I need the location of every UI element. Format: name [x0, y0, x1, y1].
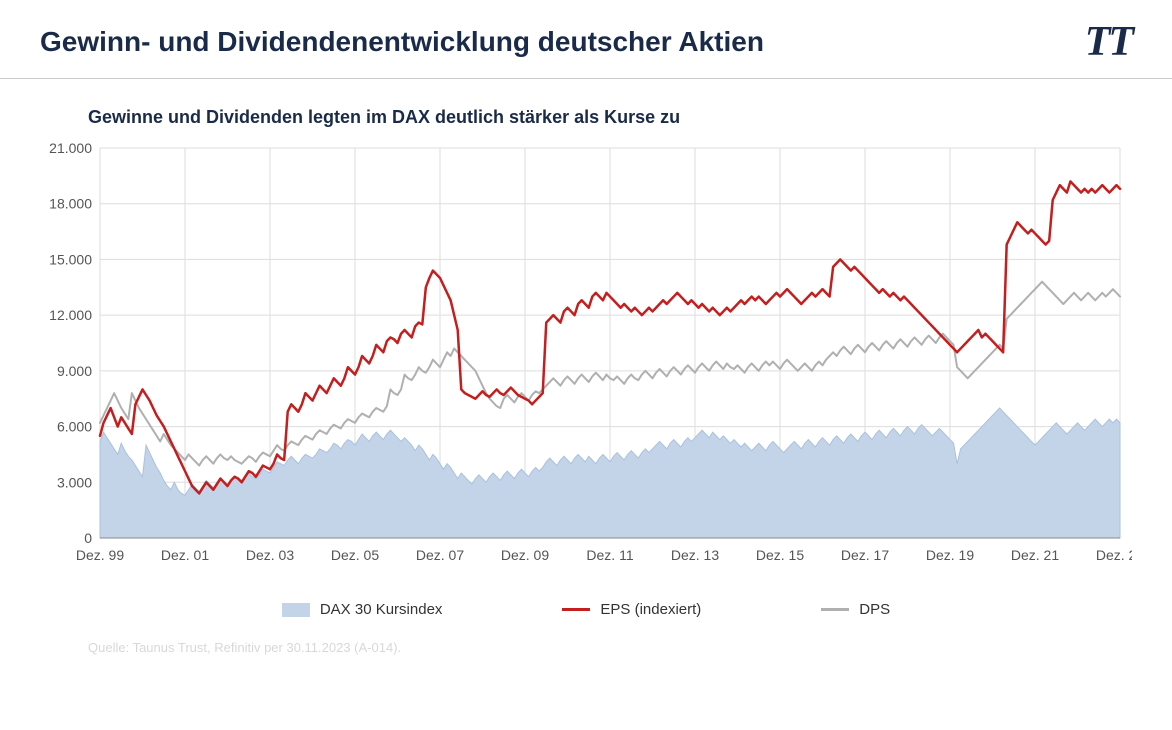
chart-subtitle: Gewinne und Dividenden legten im DAX deu… [0, 79, 1172, 138]
svg-text:Dez. 13: Dez. 13 [671, 547, 719, 563]
svg-text:Dez. 03: Dez. 03 [246, 547, 294, 563]
logo: TT [1085, 18, 1132, 66]
legend-item-dax: DAX 30 Kursindex [282, 601, 443, 618]
legend-item-dps: DPS [821, 601, 890, 618]
svg-text:Dez. 99: Dez. 99 [76, 547, 124, 563]
chart-container: 0 3.000 6.000 9.000 12.000 15.000 18.000 21.000… [40, 138, 1132, 583]
source-text: Quelle: Taunus Trust, Refinitiv per 30.1… [0, 626, 1172, 655]
svg-text:15.000: 15.000 [49, 251, 92, 267]
chart-svg: 0 3.000 6.000 9.000 12.000 15.000 18.000 21.000… [40, 138, 1132, 578]
svg-text:9.000: 9.000 [57, 363, 92, 379]
svg-text:Dez. 23: Dez. 23 [1096, 547, 1132, 563]
svg-text:Dez. 01: Dez. 01 [161, 547, 209, 563]
svg-text:Dez. 19: Dez. 19 [926, 547, 974, 563]
svg-text:Dez. 15: Dez. 15 [756, 547, 804, 563]
swatch-eps [562, 608, 590, 611]
legend-label-eps: EPS (indexiert) [600, 601, 701, 618]
header: Gewinn- und Dividendenentwicklung deutsc… [0, 0, 1172, 79]
svg-text:12.000: 12.000 [49, 307, 92, 323]
svg-text:3.000: 3.000 [57, 474, 92, 490]
svg-text:21.000: 21.000 [49, 140, 92, 156]
svg-text:Dez. 11: Dez. 11 [586, 547, 633, 563]
legend-label-dax: DAX 30 Kursindex [320, 601, 443, 618]
legend: DAX 30 Kursindex EPS (indexiert) DPS [0, 583, 1172, 626]
svg-text:Dez. 05: Dez. 05 [331, 547, 379, 563]
svg-text:0: 0 [84, 530, 92, 546]
page-title: Gewinn- und Dividendenentwicklung deutsc… [40, 26, 764, 58]
swatch-dax [282, 603, 310, 617]
svg-text:18.000: 18.000 [49, 196, 92, 212]
swatch-dps [821, 608, 849, 611]
svg-text:Dez. 21: Dez. 21 [1011, 547, 1059, 563]
svg-text:Dez. 09: Dez. 09 [501, 547, 549, 563]
svg-text:6.000: 6.000 [57, 419, 92, 435]
legend-item-eps: EPS (indexiert) [562, 601, 701, 618]
svg-text:Dez. 07: Dez. 07 [416, 547, 464, 563]
svg-text:Dez. 17: Dez. 17 [841, 547, 889, 563]
legend-label-dps: DPS [859, 601, 890, 618]
